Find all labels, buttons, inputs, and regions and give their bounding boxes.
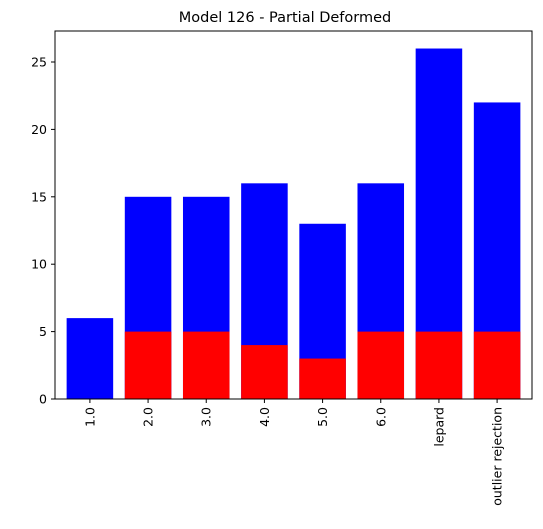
y-tick-label: 5 <box>39 324 47 339</box>
bars-layer <box>66 48 521 400</box>
x-tick-label: 5.0 <box>315 407 330 427</box>
y-tick-label: 15 <box>31 189 47 204</box>
x-tick-label: 6.0 <box>373 407 388 427</box>
ticks-layer: 0 5 10 15 20 25 1.0 2.0 3.0 4.0 5.0 6.0 lepard outlie… <box>31 55 505 506</box>
bar-series2-2 <box>182 331 230 399</box>
bar-series2-6 <box>415 331 463 399</box>
bar-series1-0 <box>66 318 114 399</box>
x-tick-label: 3.0 <box>199 407 214 427</box>
bar-series2-3 <box>241 345 288 399</box>
y-tick-label: 0 <box>39 392 47 407</box>
bar-series2-7 <box>473 331 521 399</box>
x-tick-label: 1.0 <box>82 407 97 427</box>
bar-series2-5 <box>357 331 405 399</box>
y-tick-label: 10 <box>31 257 47 272</box>
x-tick-label: lepard <box>431 407 446 447</box>
y-tick-label: 20 <box>31 122 47 137</box>
plot-frame <box>54 30 533 400</box>
bar-series2-1 <box>124 331 172 399</box>
x-tick-label: 4.0 <box>257 407 272 427</box>
chart-title: Model 126 - Partial Deformed <box>179 10 391 26</box>
x-tick-label: 2.0 <box>141 407 156 427</box>
x-tick-label: outlier rejection <box>490 407 505 506</box>
y-tick-label: 25 <box>31 55 47 70</box>
bar-series2-4 <box>299 358 346 399</box>
